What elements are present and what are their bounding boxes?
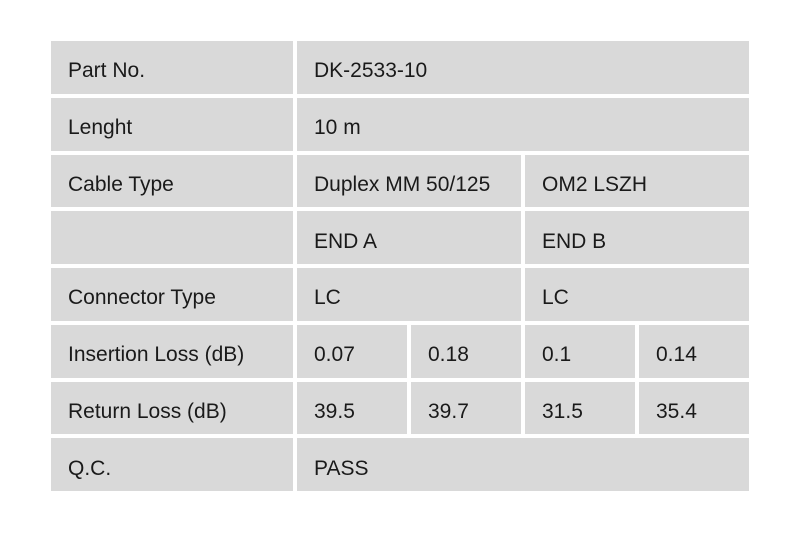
row-label-cell: Insertion Loss (dB) [51, 324, 293, 378]
value-cell: 10 m [297, 97, 749, 151]
value-cell: 0.07 [297, 324, 407, 378]
row-label-cell: Lenght [51, 97, 293, 151]
value-cell: OM2 LSZH [525, 154, 749, 208]
value-cell: 31.5 [525, 381, 635, 435]
value-cell: Duplex MM 50/125 [297, 154, 521, 208]
value-cell: END B [525, 211, 749, 264]
value-cell: DK-2533-10 [297, 41, 749, 94]
row-label-cell: Connector Type [51, 268, 293, 321]
value-cell: 39.7 [411, 381, 521, 435]
value-cell: 0.14 [639, 324, 749, 378]
value-cell: LC [297, 268, 521, 321]
value-cell: 0.18 [411, 324, 521, 378]
value-cell: PASS [297, 438, 749, 491]
row-label-cell: Q.C. [51, 438, 293, 491]
row-label-cell [51, 211, 293, 264]
spec-table: Part No. DK-2533-10 Lenght 10 m Cable Type Du… [51, 41, 749, 491]
value-cell: 0.1 [525, 324, 635, 378]
value-cell: END A [297, 211, 521, 264]
value-cell: 35.4 [639, 381, 749, 435]
value-cell: LC [525, 268, 749, 321]
row-label-cell: Part No. [51, 41, 293, 94]
value-cell: 39.5 [297, 381, 407, 435]
row-label-cell: Return Loss (dB) [51, 381, 293, 435]
row-label-cell: Cable Type [51, 154, 293, 208]
